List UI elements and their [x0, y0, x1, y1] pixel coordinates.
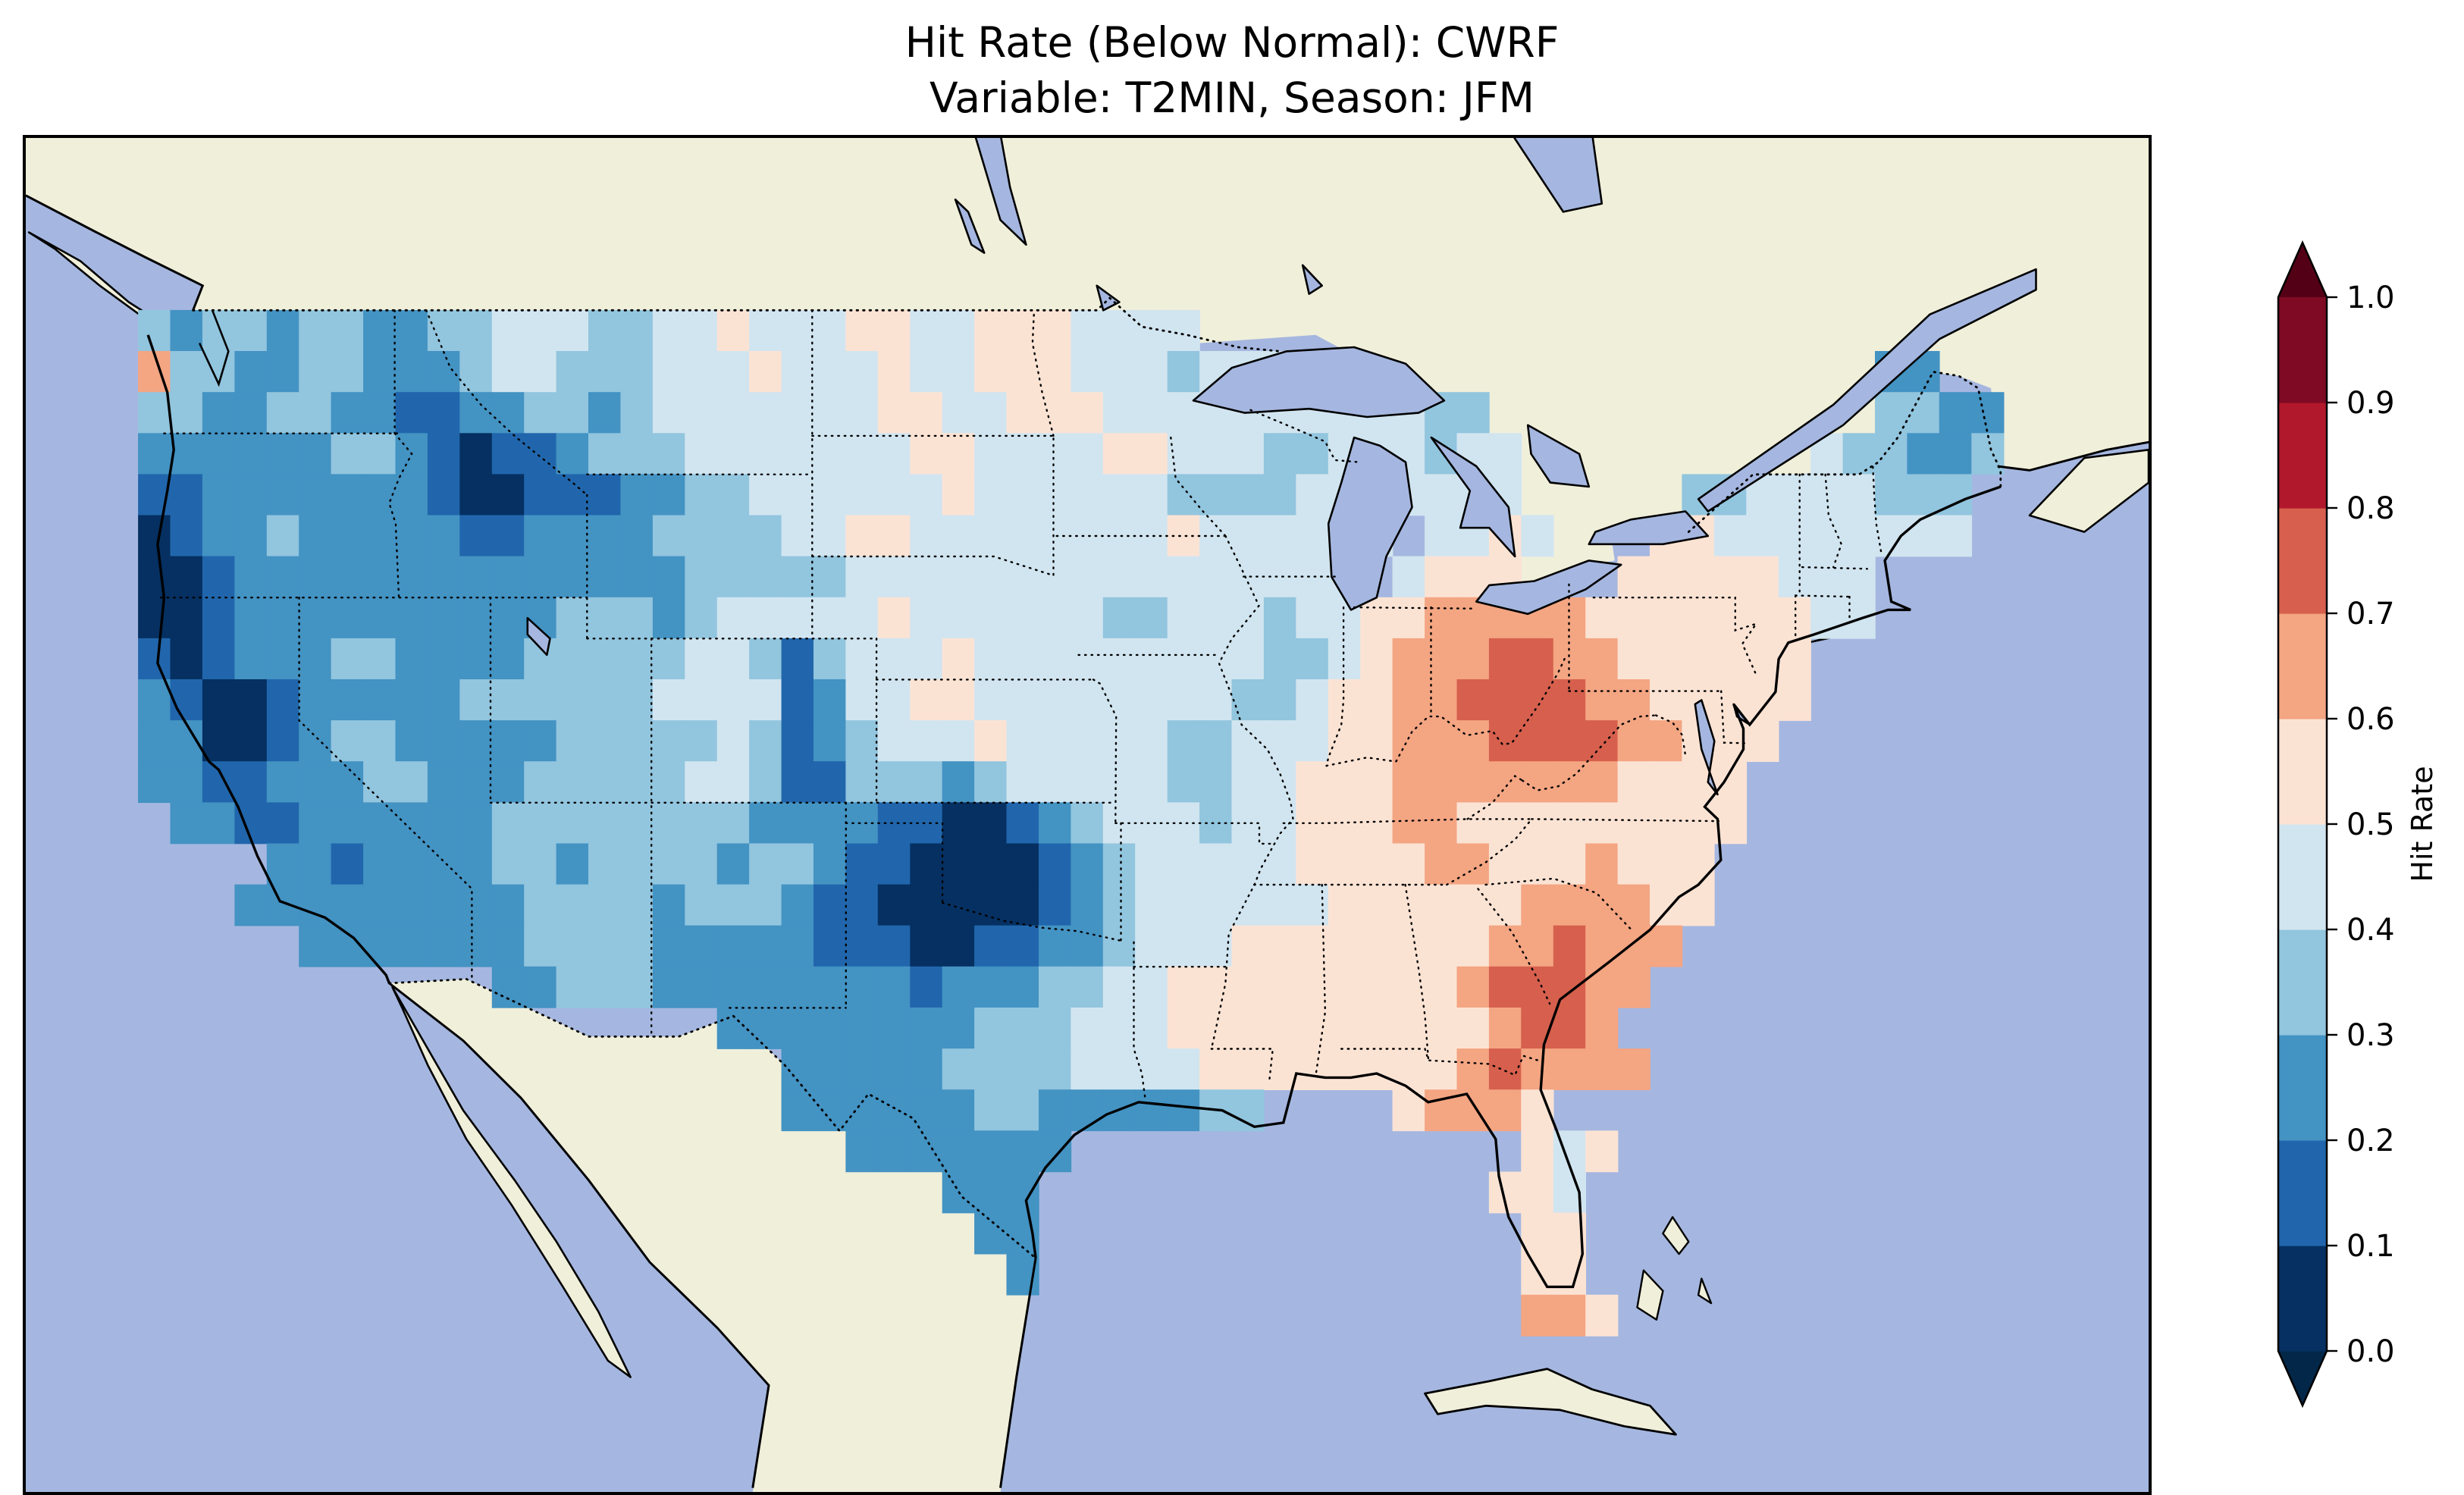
chart-title: Hit Rate (Below Normal): CWRF Variable: … — [0, 15, 2464, 125]
chart-title-line2: Variable: T2MIN, Season: JFM — [929, 73, 1535, 122]
colorbar-tick-label: 1.0 — [2346, 281, 2395, 315]
colorbar-segment — [2278, 297, 2327, 403]
colorbar-tick-label: 0.2 — [2346, 1124, 2395, 1158]
chart-title-line1: Hit Rate (Below Normal): CWRF — [904, 18, 1560, 67]
colorbar-tick-label: 0.7 — [2346, 597, 2395, 632]
colorbar-tick-label: 0.0 — [2346, 1334, 2395, 1369]
colorbar-tick-label: 0.1 — [2346, 1229, 2395, 1264]
colorbar-segment — [2278, 824, 2327, 930]
colorbar-segment — [2278, 1246, 2327, 1352]
colorbar: 0.0 0.1 0.2 0.3 0.4 0.5 0.6 0.7 0.8 0.9 1.0 Hit Rat… — [2277, 240, 2439, 1409]
colorbar-label: Hit Rate — [2406, 766, 2439, 882]
colorbar-segment — [2278, 1035, 2327, 1141]
colorbar-ticks: 0.0 0.1 0.2 0.3 0.4 0.5 0.6 0.7 0.8 0.9 1.0 — [2327, 281, 2395, 1369]
colorbar-segment — [2278, 403, 2327, 509]
colorbar-tick-label: 0.8 — [2346, 491, 2395, 526]
colorbar-segment — [2278, 508, 2327, 614]
us-hit-rate-map — [26, 138, 2149, 1492]
colorbar-segment — [2278, 719, 2327, 825]
colorbar-segment — [2278, 1140, 2327, 1246]
colorbar-bar — [2277, 240, 2328, 1409]
map-frame — [23, 135, 2152, 1495]
colorbar-tick-label: 0.4 — [2346, 913, 2395, 948]
colorbar-segment — [2278, 613, 2327, 719]
heatmap-layer — [138, 309, 2005, 1337]
colorbar-tick-label: 0.3 — [2346, 1018, 2395, 1053]
colorbar-segment — [2278, 929, 2327, 1036]
borders-layer — [160, 296, 2002, 1259]
lakes-layer — [526, 138, 2037, 796]
colorbar-tick-label: 0.5 — [2346, 807, 2395, 842]
colorbar-tick-label: 0.6 — [2346, 702, 2395, 737]
colorbar-tick-label: 0.9 — [2346, 386, 2395, 421]
coastline-layer — [26, 194, 2149, 1488]
